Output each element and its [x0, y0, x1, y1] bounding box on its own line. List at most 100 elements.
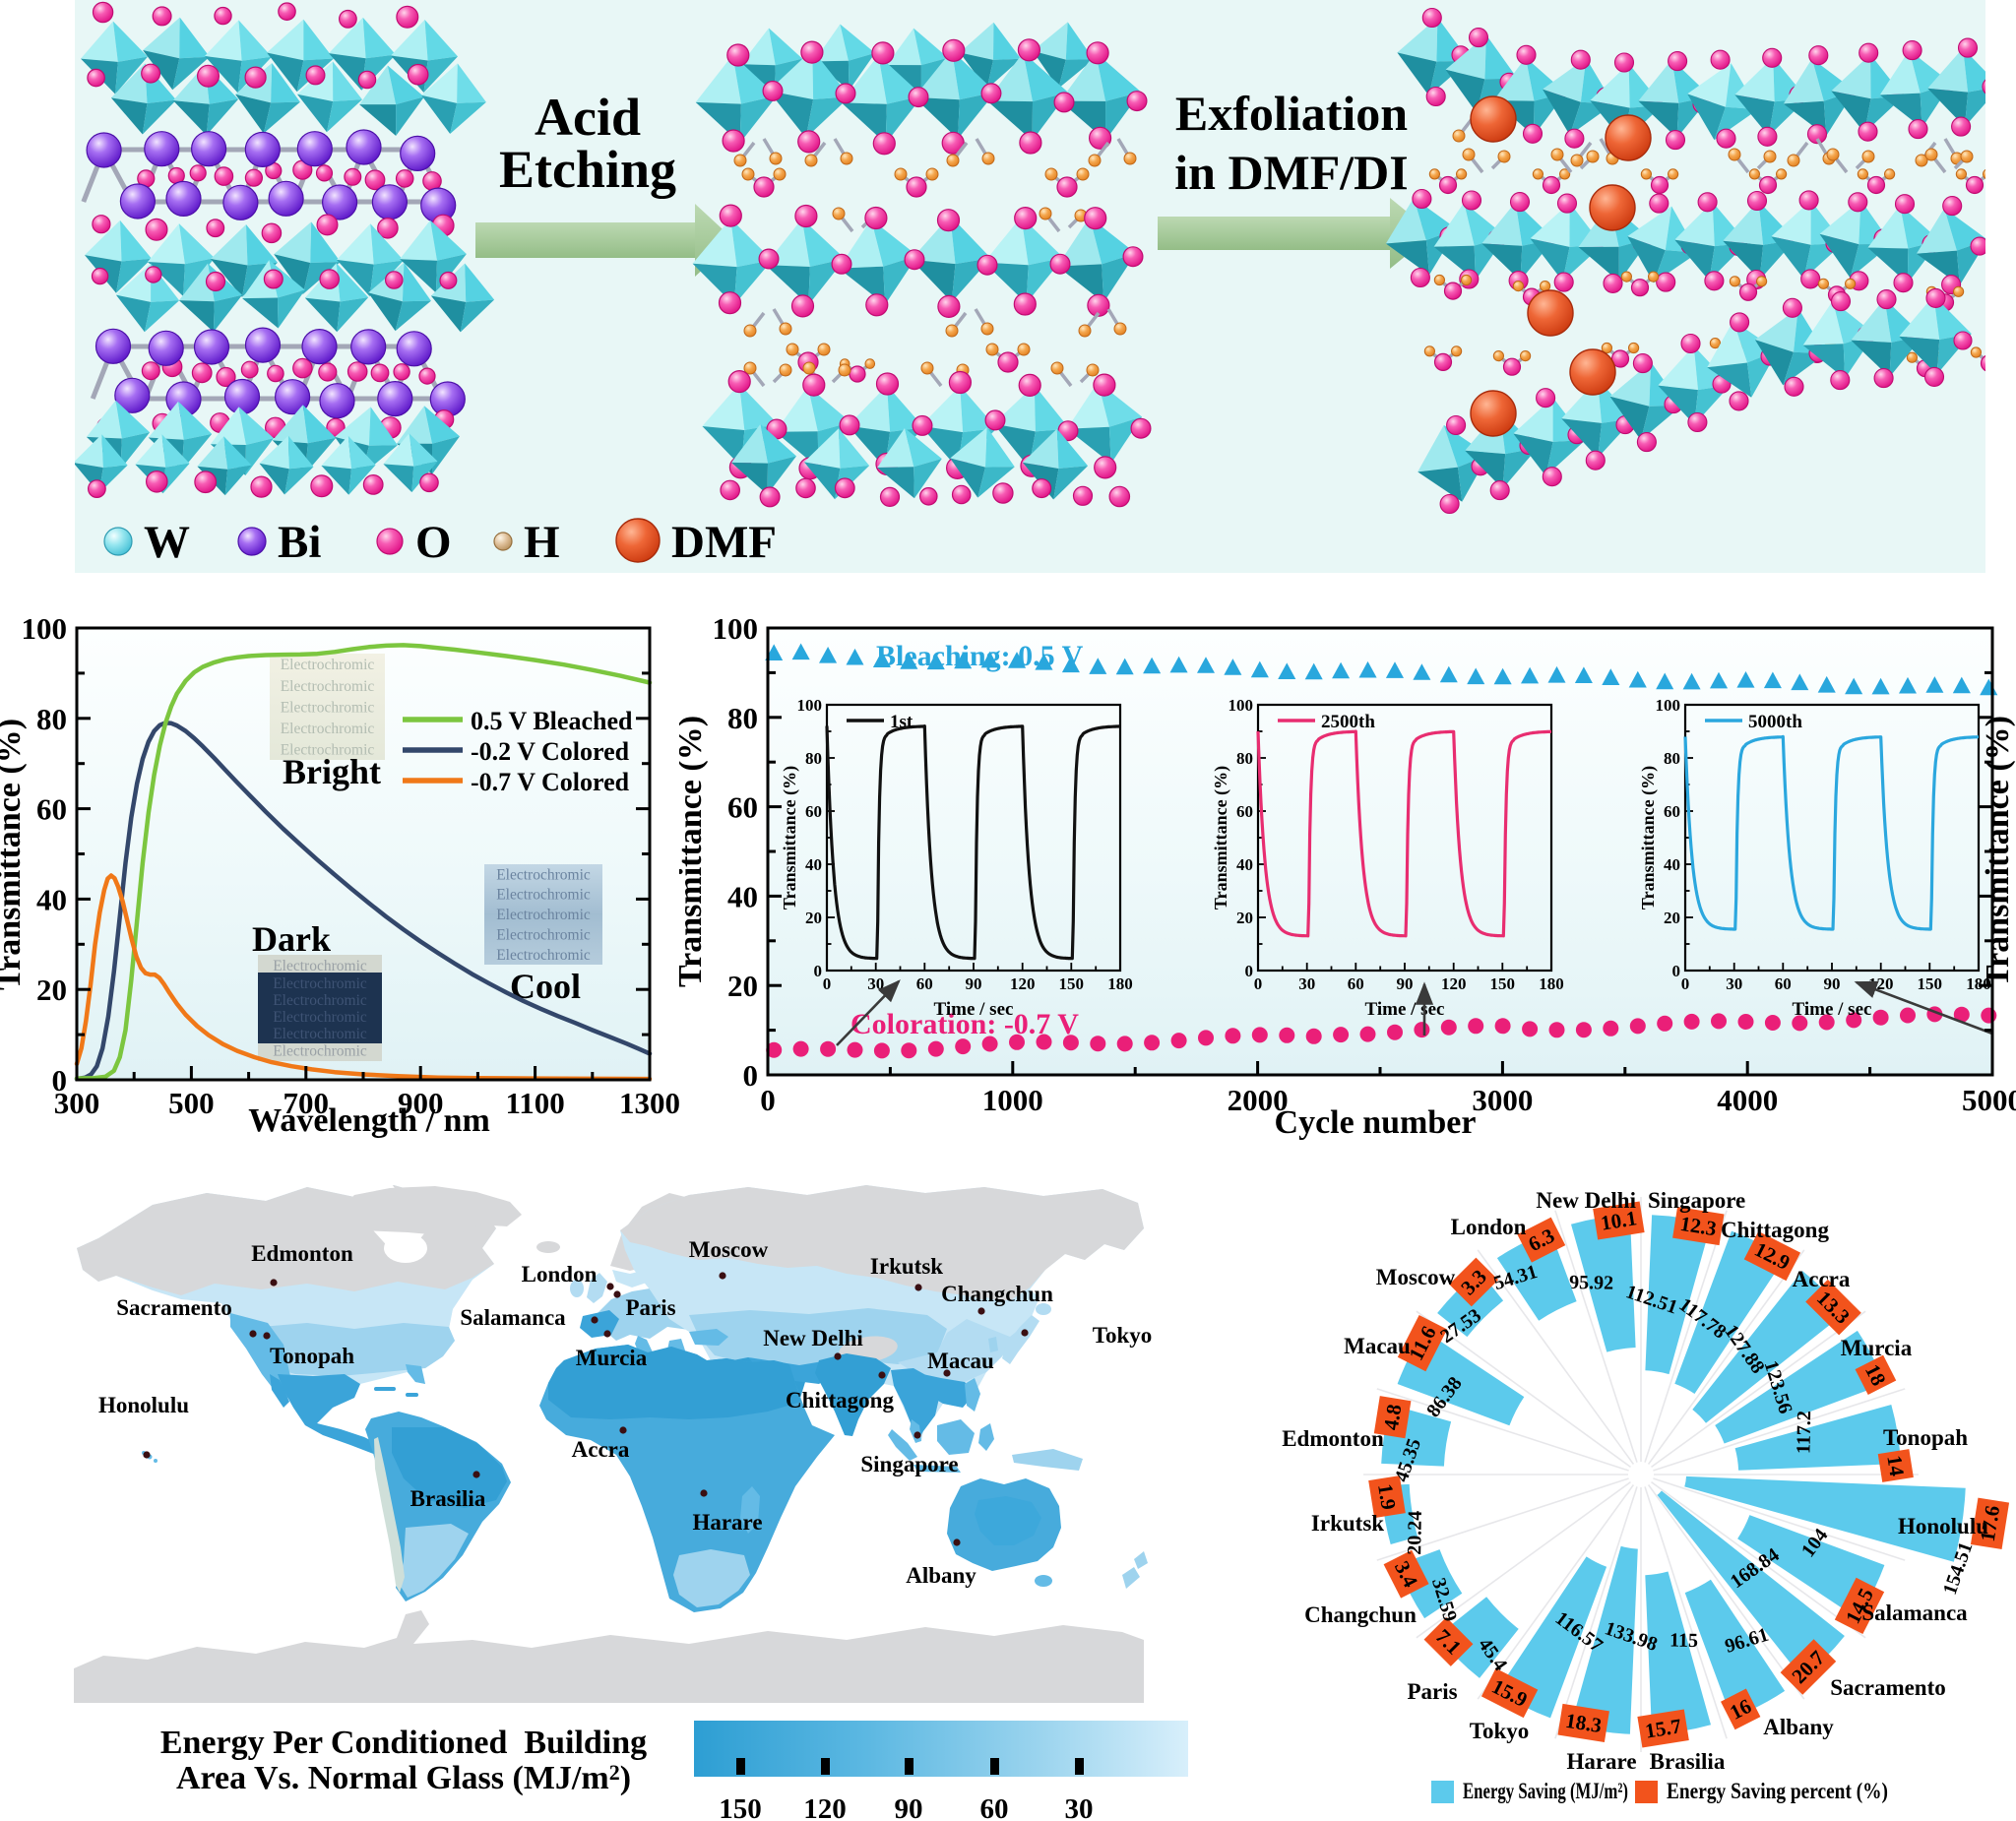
svg-text:500: 500 [168, 1086, 215, 1120]
svg-text:Edmonton: Edmonton [1282, 1426, 1384, 1451]
svg-text:30: 30 [1298, 974, 1315, 993]
svg-text:80: 80 [727, 701, 758, 735]
svg-text:1000: 1000 [982, 1083, 1043, 1117]
svg-text:Irkutsk: Irkutsk [1311, 1511, 1384, 1536]
svg-text:-0.2 V Colored: -0.2 V Colored [471, 737, 630, 766]
svg-text:Electrochromic: Electrochromic [281, 678, 375, 695]
svg-text:Electrochromic: Electrochromic [273, 958, 367, 974]
svg-text:Electrochromic: Electrochromic [496, 927, 591, 944]
svg-text:80: 80 [36, 702, 67, 736]
svg-text:Macau: Macau [1344, 1334, 1411, 1358]
svg-text:Transmittance (%): Transmittance (%) [1980, 716, 2016, 987]
svg-text:Electrochromic: Electrochromic [273, 1009, 367, 1026]
svg-text:Paris: Paris [625, 1295, 675, 1320]
svg-text:Honolulu: Honolulu [98, 1393, 189, 1417]
svg-text:40: 40 [805, 855, 822, 874]
svg-text:30: 30 [1726, 974, 1742, 993]
svg-text:120: 120 [1010, 974, 1036, 993]
svg-text:115: 115 [1670, 1630, 1698, 1653]
svg-text:Tokyo: Tokyo [1093, 1323, 1153, 1348]
svg-text:0: 0 [743, 1058, 759, 1093]
svg-text:Tokyo: Tokyo [1470, 1719, 1530, 1743]
svg-text:180: 180 [1107, 974, 1133, 993]
svg-text:DMF: DMF [671, 517, 777, 568]
svg-text:Moscow: Moscow [1376, 1265, 1456, 1289]
svg-text:Moscow: Moscow [689, 1237, 769, 1262]
svg-text:Singapore: Singapore [1648, 1188, 1745, 1213]
svg-text:5000th: 5000th [1748, 712, 1802, 732]
svg-text:40: 40 [727, 879, 758, 913]
svg-text:1100: 1100 [505, 1086, 564, 1120]
svg-text:100: 100 [22, 611, 68, 646]
svg-text:Irkutsk: Irkutsk [870, 1254, 943, 1279]
svg-text:-0.7 V Colored: -0.7 V Colored [471, 768, 630, 796]
svg-text:60: 60 [36, 792, 67, 827]
svg-text:20: 20 [1236, 909, 1253, 927]
svg-text:17.6: 17.6 [1976, 1504, 2004, 1543]
svg-text:Salamanca: Salamanca [1861, 1601, 1968, 1625]
svg-text:20: 20 [805, 909, 822, 927]
svg-text:Electrochromic: Electrochromic [273, 1026, 367, 1042]
svg-text:4000: 4000 [1717, 1083, 1778, 1117]
svg-text:Time / sec: Time / sec [1793, 999, 1872, 1020]
svg-text:300: 300 [54, 1086, 100, 1120]
svg-text:60: 60 [916, 974, 933, 993]
svg-text:0: 0 [1254, 974, 1263, 993]
svg-text:0: 0 [760, 1083, 776, 1117]
svg-text:London: London [1451, 1215, 1527, 1239]
svg-text:Transmittance (%): Transmittance (%) [1638, 766, 1659, 910]
svg-text:Bleaching: 0.5 V: Bleaching: 0.5 V [876, 640, 1084, 672]
svg-text:80: 80 [1664, 749, 1680, 768]
svg-text:Chittagong: Chittagong [1721, 1218, 1829, 1242]
svg-text:180: 180 [1539, 974, 1564, 993]
svg-text:15.7: 15.7 [1644, 1714, 1683, 1742]
svg-text:Electrochromic: Electrochromic [496, 907, 591, 923]
svg-text:20: 20 [727, 969, 758, 1003]
svg-text:Chittagong: Chittagong [786, 1388, 894, 1413]
svg-text:Brasilia: Brasilia [1650, 1749, 1726, 1774]
svg-text:90: 90 [1397, 974, 1414, 993]
svg-text:Bi: Bi [278, 517, 321, 568]
svg-text:60: 60 [1664, 802, 1680, 821]
svg-text:Electrochromic: Electrochromic [496, 866, 591, 883]
svg-text:Harare: Harare [1566, 1749, 1636, 1774]
svg-text:0: 0 [1681, 974, 1690, 993]
svg-text:Accra: Accra [572, 1437, 630, 1462]
svg-text:117.2: 117.2 [1793, 1411, 1815, 1454]
svg-text:100: 100 [713, 611, 759, 646]
svg-text:Electrochromic: Electrochromic [273, 975, 367, 992]
svg-text:20: 20 [1664, 909, 1680, 927]
svg-text:Electrochromic: Electrochromic [496, 947, 591, 964]
svg-text:40: 40 [1236, 855, 1253, 874]
svg-text:Sacramento: Sacramento [116, 1295, 232, 1320]
svg-text:Energy Saving (MJ/m²): Energy Saving (MJ/m²) [1463, 1779, 1628, 1803]
svg-text:60: 60 [1348, 974, 1364, 993]
svg-text:100: 100 [1656, 696, 1681, 715]
svg-text:Electrochromic: Electrochromic [281, 657, 375, 673]
svg-text:95.92: 95.92 [1569, 1272, 1613, 1294]
svg-text:Acid: Acid [535, 88, 641, 147]
svg-text:Albany: Albany [906, 1563, 976, 1588]
svg-text:Transmittance (%): Transmittance (%) [679, 716, 709, 987]
svg-text:Paris: Paris [1407, 1679, 1457, 1704]
svg-text:Accra: Accra [1793, 1267, 1851, 1291]
svg-text:O: O [415, 517, 452, 568]
svg-text:40: 40 [1664, 855, 1680, 874]
svg-text:0: 0 [814, 962, 823, 980]
svg-text:Transmittance (%): Transmittance (%) [0, 719, 28, 990]
svg-text:W: W [144, 517, 190, 568]
svg-text:0: 0 [1245, 962, 1254, 980]
svg-text:80: 80 [1236, 749, 1253, 768]
svg-text:0: 0 [823, 974, 832, 993]
svg-text:Transmittance (%): Transmittance (%) [780, 766, 800, 910]
svg-text:90: 90 [1824, 974, 1841, 993]
svg-text:Coloration: -0.7 V: Coloration: -0.7 V [850, 1008, 1079, 1040]
svg-text:90: 90 [966, 974, 982, 993]
svg-text:Electrochromic: Electrochromic [281, 699, 375, 716]
svg-text:Dark: Dark [252, 919, 331, 959]
svg-text:Murcia: Murcia [1841, 1336, 1913, 1360]
svg-text:Bright: Bright [283, 752, 381, 791]
svg-text:1st: 1st [890, 712, 914, 732]
svg-text:Energy Saving percent (%): Energy Saving percent (%) [1667, 1779, 1888, 1803]
svg-text:Exfoliation: Exfoliation [1175, 86, 1408, 141]
